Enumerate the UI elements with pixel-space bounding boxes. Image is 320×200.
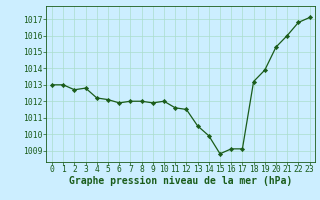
X-axis label: Graphe pression niveau de la mer (hPa): Graphe pression niveau de la mer (hPa)	[69, 176, 292, 186]
